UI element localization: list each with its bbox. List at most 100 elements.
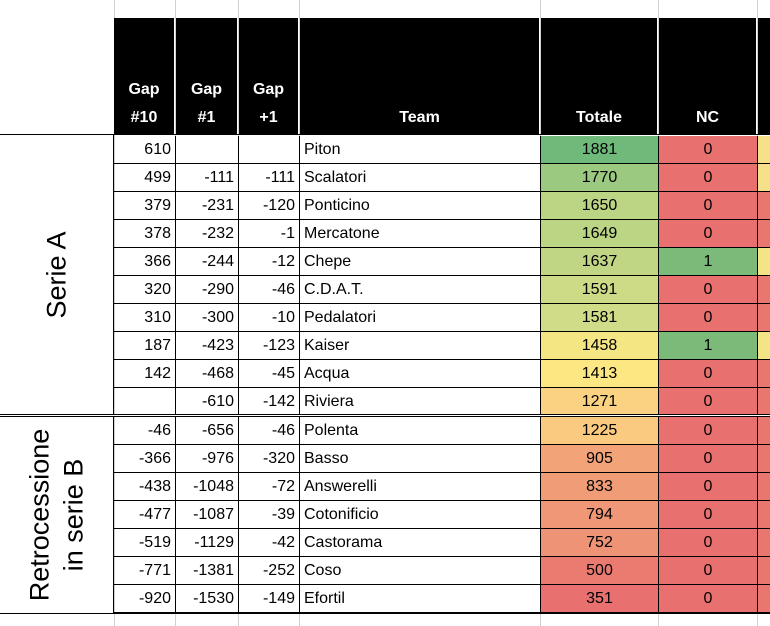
cell-gapplus1[interactable]: -252 [239,557,300,585]
cell-gap1[interactable]: -244 [176,248,239,276]
cell-team[interactable]: Coso [300,557,541,585]
cell-gap1[interactable]: -1381 [176,557,239,585]
cell-totale[interactable]: 1650 [541,192,659,220]
cell-nc[interactable]: 1 [659,248,758,276]
header-totale[interactable]: Totale [541,18,657,134]
cell-gap1[interactable]: -300 [176,304,239,332]
cell-nc[interactable]: 0 [659,276,758,304]
cell-gap10[interactable]: 142 [114,360,176,388]
cell-next-column[interactable] [758,473,770,501]
cell-next-column[interactable] [758,360,770,388]
cell-nc[interactable]: 0 [659,220,758,248]
cell-gap10[interactable]: -519 [114,529,176,557]
cell-team[interactable]: Mercatone [300,220,541,248]
cell-gap1[interactable]: -1048 [176,473,239,501]
cell-next-column[interactable] [758,276,770,304]
cell-gap10[interactable] [114,388,176,416]
cell-totale[interactable]: 794 [541,501,659,529]
header-team[interactable]: Team [300,18,539,134]
cell-gapplus1[interactable]: -320 [239,445,300,473]
cell-totale[interactable]: 1591 [541,276,659,304]
cell-team[interactable]: Riviera [300,388,541,416]
cell-gap10[interactable]: 610 [114,136,176,164]
cell-next-column[interactable] [758,332,770,360]
cell-totale[interactable]: 1458 [541,332,659,360]
cell-gap10[interactable]: -477 [114,501,176,529]
cell-gap10[interactable]: 366 [114,248,176,276]
cell-gap10[interactable]: -46 [114,417,176,445]
cell-nc[interactable]: 0 [659,529,758,557]
cell-gap1[interactable]: -468 [176,360,239,388]
cell-nc[interactable]: 0 [659,501,758,529]
cell-gap10[interactable]: 379 [114,192,176,220]
cell-gap10[interactable]: -438 [114,473,176,501]
cell-nc[interactable]: 1 [659,332,758,360]
cell-gapplus1[interactable]: -120 [239,192,300,220]
cell-nc[interactable]: 0 [659,417,758,445]
cell-team[interactable]: Basso [300,445,541,473]
cell-gapplus1[interactable]: -45 [239,360,300,388]
cell-gapplus1[interactable]: -111 [239,164,300,192]
cell-team[interactable]: Chepe [300,248,541,276]
cell-gap1[interactable]: -290 [176,276,239,304]
cell-totale[interactable]: 1581 [541,304,659,332]
cell-gapplus1[interactable]: -42 [239,529,300,557]
cell-gap1[interactable]: -111 [176,164,239,192]
cell-nc[interactable]: 0 [659,557,758,585]
cell-totale[interactable]: 833 [541,473,659,501]
cell-gap1[interactable]: -610 [176,388,239,416]
cell-team[interactable]: Scalatori [300,164,541,192]
cell-gap1[interactable] [176,136,239,164]
cell-gap10[interactable]: -771 [114,557,176,585]
cell-gap1[interactable]: -656 [176,417,239,445]
cell-gapplus1[interactable] [239,136,300,164]
cell-gap10[interactable]: 320 [114,276,176,304]
cell-team[interactable]: Ponticino [300,192,541,220]
cell-team[interactable]: Acqua [300,360,541,388]
cell-team[interactable]: Piton [300,136,541,164]
cell-nc[interactable]: 0 [659,473,758,501]
cell-nc[interactable]: 0 [659,164,758,192]
cell-gapplus1[interactable]: -123 [239,332,300,360]
cell-gapplus1[interactable]: -39 [239,501,300,529]
cell-totale[interactable]: 1881 [541,136,659,164]
cell-totale[interactable]: 1413 [541,360,659,388]
cell-nc[interactable]: 0 [659,136,758,164]
cell-gap1[interactable]: -1129 [176,529,239,557]
cell-gapplus1[interactable]: -46 [239,417,300,445]
cell-nc[interactable]: 0 [659,388,758,416]
cell-next-column[interactable] [758,501,770,529]
cell-next-column[interactable] [758,304,770,332]
cell-gap10[interactable]: -366 [114,445,176,473]
cell-totale[interactable]: 351 [541,585,659,613]
cell-team[interactable]: Pedalatori [300,304,541,332]
cell-gapplus1[interactable]: -1 [239,220,300,248]
cell-next-column[interactable] [758,388,770,416]
cell-gap1[interactable]: -1087 [176,501,239,529]
cell-team[interactable]: Castorama [300,529,541,557]
cell-gap1[interactable]: -231 [176,192,239,220]
cell-next-column[interactable] [758,136,770,164]
cell-totale[interactable]: 1649 [541,220,659,248]
cell-gapplus1[interactable]: -149 [239,585,300,613]
cell-nc[interactable]: 0 [659,304,758,332]
cell-gap1[interactable]: -423 [176,332,239,360]
cell-next-column[interactable] [758,417,770,445]
cell-totale[interactable]: 1225 [541,417,659,445]
cell-team[interactable]: Kaiser [300,332,541,360]
cell-next-column[interactable] [758,248,770,276]
cell-gapplus1[interactable]: -12 [239,248,300,276]
cell-totale[interactable]: 905 [541,445,659,473]
cell-totale[interactable]: 752 [541,529,659,557]
cell-next-column[interactable] [758,585,770,613]
cell-team[interactable]: Cotonificio [300,501,541,529]
cell-gap10[interactable]: 310 [114,304,176,332]
cell-next-column[interactable] [758,445,770,473]
header-gap10[interactable]: Gap #10 [114,18,174,134]
cell-gapplus1[interactable]: -142 [239,388,300,416]
cell-next-column[interactable] [758,557,770,585]
cell-totale[interactable]: 1770 [541,164,659,192]
cell-nc[interactable]: 0 [659,585,758,613]
header-nc[interactable]: NC [659,18,756,134]
cell-nc[interactable]: 0 [659,192,758,220]
